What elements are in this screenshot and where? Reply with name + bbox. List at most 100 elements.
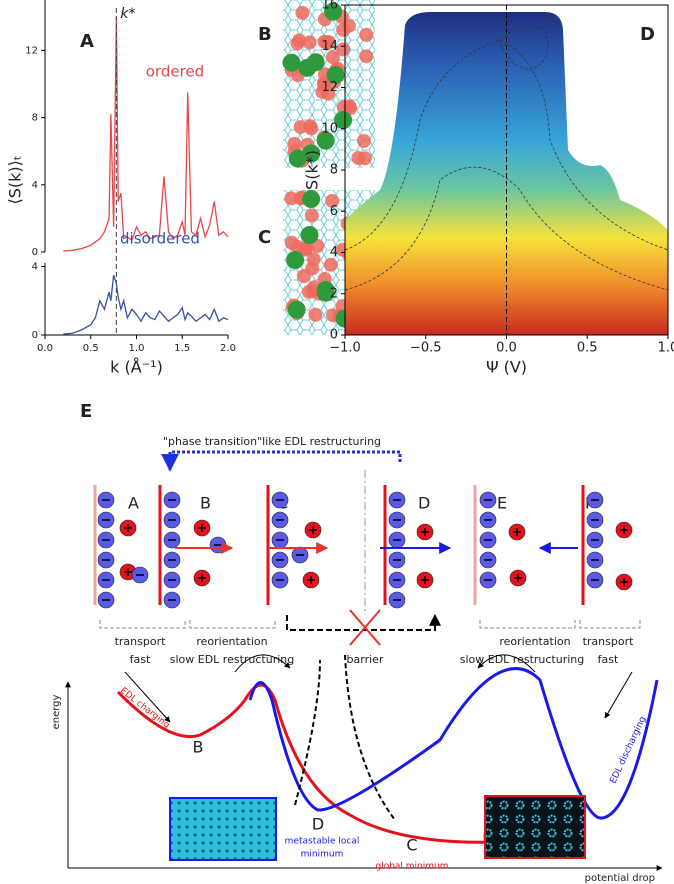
atom	[296, 269, 311, 284]
arrow	[234, 654, 291, 673]
note: transport	[115, 635, 167, 648]
y-axis-label: S(k*)	[303, 150, 322, 190]
note: fast	[130, 653, 151, 666]
barrier-curve	[344, 654, 396, 821]
x-axis-label: k (Å⁻¹)	[110, 358, 163, 377]
atom	[298, 58, 317, 77]
panel-b-image	[282, 0, 375, 168]
series-label: ordered	[146, 63, 204, 81]
atom	[323, 257, 338, 272]
atom	[286, 251, 305, 270]
atom	[295, 5, 310, 20]
contour-lines	[344, 26, 669, 291]
note: barrier	[347, 653, 384, 666]
discharging-curve	[248, 667, 659, 820]
barrier-cross	[349, 609, 381, 646]
atom	[308, 307, 323, 322]
minimum-note: minimum	[301, 850, 344, 860]
y-tick-label: 14	[321, 39, 338, 54]
panel-label: A	[80, 31, 94, 52]
y-tick-label: 12	[25, 45, 38, 56]
atom	[287, 300, 306, 319]
x-tick-label: 2.0	[220, 343, 236, 354]
y-tick-label: 6	[330, 204, 338, 219]
atom	[326, 66, 345, 85]
atom	[302, 35, 317, 50]
y-tick-label: 0	[330, 328, 338, 343]
series-line	[63, 274, 229, 335]
atom	[359, 27, 374, 42]
atom	[357, 133, 372, 148]
minimum-note: global minimum	[375, 862, 448, 872]
transition-arrow	[161, 450, 402, 472]
inset-image	[484, 795, 586, 859]
minimum-note: metastable local	[285, 837, 360, 847]
atom	[342, 99, 357, 114]
axis-label: potential drop	[585, 873, 655, 884]
series-line	[63, 16, 229, 252]
atom	[306, 252, 321, 267]
series-label: disordered	[120, 230, 200, 248]
atom	[341, 18, 356, 33]
minimum-label: B	[193, 738, 204, 757]
note: transport	[583, 635, 635, 648]
y-tick-label: 8	[32, 113, 38, 124]
y-tick-label: 2	[330, 286, 338, 301]
y-tick-label: 0	[32, 330, 38, 341]
atom	[359, 49, 374, 64]
state-label: E	[497, 494, 507, 513]
atom	[302, 190, 321, 209]
axis-label: energy	[51, 694, 62, 729]
panel-label: E	[80, 401, 92, 422]
y-tick-label: 12	[321, 80, 338, 95]
atom	[302, 144, 321, 163]
y-tick-label: 4	[330, 245, 338, 260]
note: slow EDL restructuring	[170, 653, 295, 666]
minimum-label: C	[406, 836, 417, 855]
atom	[324, 2, 343, 21]
inset-image	[169, 797, 277, 861]
atom	[351, 151, 366, 166]
x-tick-label: 1.5	[174, 343, 190, 354]
y-tick-label: 4	[32, 180, 38, 191]
atom	[304, 208, 319, 223]
note: fast	[598, 653, 619, 666]
curve-label: EDL charging	[118, 686, 171, 731]
atom	[319, 35, 334, 50]
x-tick-label: 1.0	[129, 343, 145, 354]
y-tick-label: 10	[321, 121, 338, 136]
note: slow EDL restructuring	[460, 653, 585, 666]
atom	[316, 131, 335, 150]
state-label: B	[200, 494, 211, 513]
atom	[288, 149, 307, 168]
arrow	[477, 654, 536, 673]
x-tick-label: 0.0	[496, 341, 517, 356]
atom	[325, 193, 340, 208]
minimum-label: D	[312, 815, 324, 834]
atom	[334, 111, 353, 130]
arrow	[604, 671, 633, 719]
atom	[303, 119, 318, 134]
state-label: D	[418, 494, 430, 513]
atom	[316, 280, 335, 299]
atom	[282, 53, 301, 72]
x-axis-label: Ψ (V)	[486, 358, 527, 377]
x-tick-label: −1.0	[329, 341, 361, 356]
annotation-label: k*	[120, 6, 135, 22]
y-axis-label: ⟨S(k)⟩ₜ	[6, 155, 25, 204]
y-tick-label: 8	[330, 163, 338, 178]
curve-label: EDL discharging	[609, 715, 649, 785]
y-tick-label: 4	[32, 261, 38, 272]
atom	[336, 42, 351, 57]
atom	[290, 239, 305, 254]
x-tick-label: 1.0	[658, 341, 674, 356]
panel-label: B	[258, 24, 272, 45]
panel-label: D	[640, 24, 655, 45]
panel-label: C	[258, 227, 271, 248]
atom	[325, 50, 340, 65]
charging-curve	[116, 683, 502, 852]
atom	[292, 33, 307, 48]
x-tick-label: 0.5	[83, 343, 99, 354]
brackets	[99, 620, 641, 629]
